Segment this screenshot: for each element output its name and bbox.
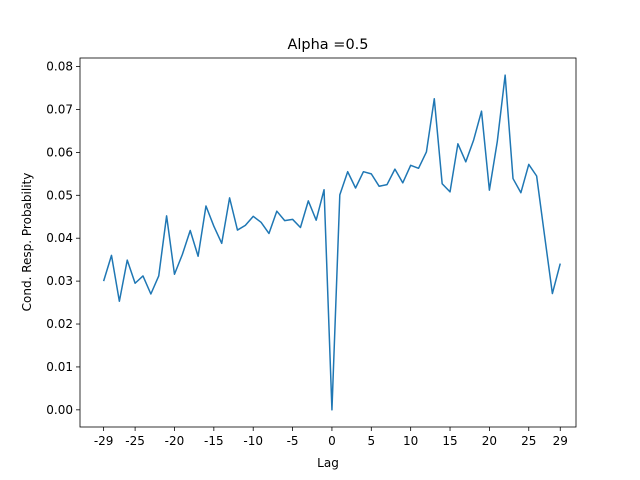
y-tick-label: 0.03 <box>46 274 73 288</box>
x-tick-label: 20 <box>482 434 497 448</box>
y-tick-label: 0.05 <box>46 188 73 202</box>
x-tick-label: -20 <box>165 434 185 448</box>
x-tick-label: -25 <box>125 434 145 448</box>
x-tick-label: 0 <box>328 434 336 448</box>
y-tick-label: 0.07 <box>46 102 73 116</box>
x-tick-label: 10 <box>403 434 418 448</box>
x-tick-label: -29 <box>94 434 114 448</box>
x-tick-label: 15 <box>442 434 457 448</box>
x-tick-label: 29 <box>553 434 568 448</box>
plot-frame <box>79 57 577 428</box>
chart-title: Alpha =0.5 <box>287 37 368 53</box>
y-tick-label: 0.02 <box>46 317 73 331</box>
x-tick-label: 5 <box>367 434 375 448</box>
y-tick-label: 0.06 <box>46 145 73 159</box>
y-tick-label: 0.00 <box>46 403 73 417</box>
y-tick-label: 0.04 <box>46 231 73 245</box>
x-axis-label: Lag <box>317 456 339 470</box>
series-line <box>102 74 561 411</box>
series-layer <box>102 74 561 411</box>
x-axis-ticks: -29 -25 -20 -15 -10 -5 0 5 10 15 20 25 29 <box>94 427 568 448</box>
x-tick-label: -15 <box>204 434 224 448</box>
plot-area <box>80 58 576 427</box>
x-tick-label: 25 <box>521 434 536 448</box>
y-tick-label: 0.01 <box>46 360 73 374</box>
x-tick-label: -10 <box>243 434 263 448</box>
x-tick-label: -5 <box>287 434 299 448</box>
y-axis-label: Cond. Resp. Probability <box>20 173 34 312</box>
y-axis-ticks: 0.00 0.01 0.02 0.03 0.04 0.05 0.06 0.07 0.08 <box>46 60 80 417</box>
y-tick-label: 0.08 <box>46 60 73 74</box>
